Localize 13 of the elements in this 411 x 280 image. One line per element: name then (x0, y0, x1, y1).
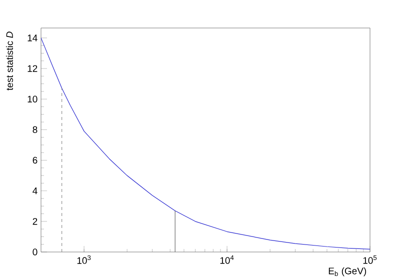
y-tick-label: 2 (32, 218, 38, 225)
y-tick-label: 0 (32, 248, 38, 256)
y-tick-label: 8 (32, 126, 38, 134)
y-tick-label: 10 (28, 96, 38, 102)
y-tick-label: 14 (28, 34, 38, 42)
x-tick-label: 10$^{5}$ (363, 255, 377, 264)
y-tick-label: 6 (32, 156, 38, 164)
y-axis-title: test statistic D (6, 32, 13, 90)
x-tick-label: 10$^{3}$ (77, 255, 91, 264)
x-tick-label: 10$^{4}$ (220, 255, 234, 264)
y-tick-label: 4 (32, 188, 38, 194)
x-axis-title: E$_{b}$ (GeV) (328, 267, 366, 276)
y-tick-label: 12 (28, 65, 38, 72)
